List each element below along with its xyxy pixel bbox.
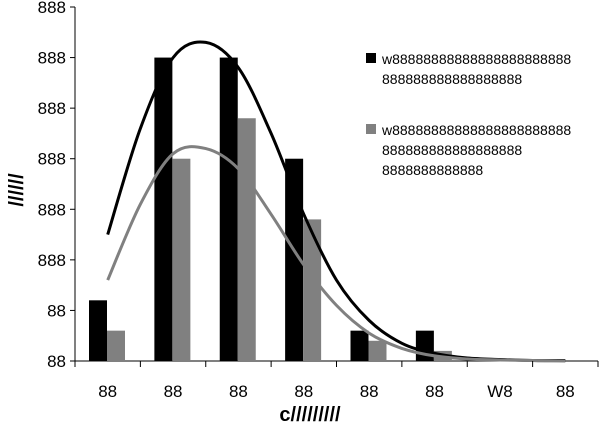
y-tick-label: 888 (38, 150, 66, 169)
legend: w88888888888888888888888 888888888888888… (366, 50, 576, 190)
x-axis-ticks: 88 88 88 88 88 88 W8 88 (74, 361, 599, 401)
legend-swatch-2 (366, 124, 376, 134)
y-tick-label: 888 (38, 200, 66, 219)
y-tick-label: 88 (47, 352, 66, 371)
x-axis-title: c///////// (279, 404, 341, 426)
bar-series-2 (368, 340, 387, 361)
x-tick-label: 88 (164, 382, 183, 401)
bar-series-2 (237, 118, 256, 361)
legend-label-2-line-1: w88888888888888888888888 (382, 122, 572, 138)
y-axis-ticks: 8888888888888888888888 (38, 0, 75, 371)
y-tick-label: 888 (38, 251, 66, 270)
legend-entry-series-2: w88888888888888888888888 888888888888888… (366, 121, 576, 183)
legend-entry-series-1: w88888888888888888888888 888888888888888… (366, 50, 576, 90)
bar-series-1 (285, 158, 304, 361)
y-tick-label: 888 (38, 49, 66, 68)
y-tick-label: 88 (47, 301, 66, 320)
x-tick-label: 88 (98, 382, 117, 401)
bar-series-2 (172, 158, 191, 361)
legend-swatch-1 (366, 53, 376, 63)
legend-label-2-line-2: 888888888888888888 (382, 142, 523, 158)
trend-curves (106, 40, 566, 363)
trend-curve-series-2 (106, 145, 566, 363)
legend-label-2-line-3: 8888888888888 (382, 162, 484, 178)
bar-series-1 (154, 57, 173, 361)
bar-series-2 (303, 219, 322, 361)
x-tick-label: 88 (294, 382, 313, 401)
legend-label-1-line-2: 888888888888888888 (382, 71, 523, 87)
x-tick-label: 88 (556, 382, 575, 401)
bar-series-2 (107, 330, 125, 361)
bar-series-1 (219, 57, 238, 361)
bar-series-1 (350, 330, 369, 361)
x-tick-label: 88 (360, 382, 379, 401)
y-tick-label: 888 (38, 0, 66, 17)
bars (89, 57, 452, 361)
legend-label-1-line-1: w88888888888888888888888 (382, 51, 572, 67)
bar-series-1 (89, 300, 107, 361)
x-tick-label: 88 (229, 382, 248, 401)
y-tick-label: 888 (38, 99, 66, 118)
y-axis-title: ////// (6, 173, 28, 207)
x-tick-label: W8 (487, 382, 513, 401)
x-tick-label: 88 (425, 382, 444, 401)
